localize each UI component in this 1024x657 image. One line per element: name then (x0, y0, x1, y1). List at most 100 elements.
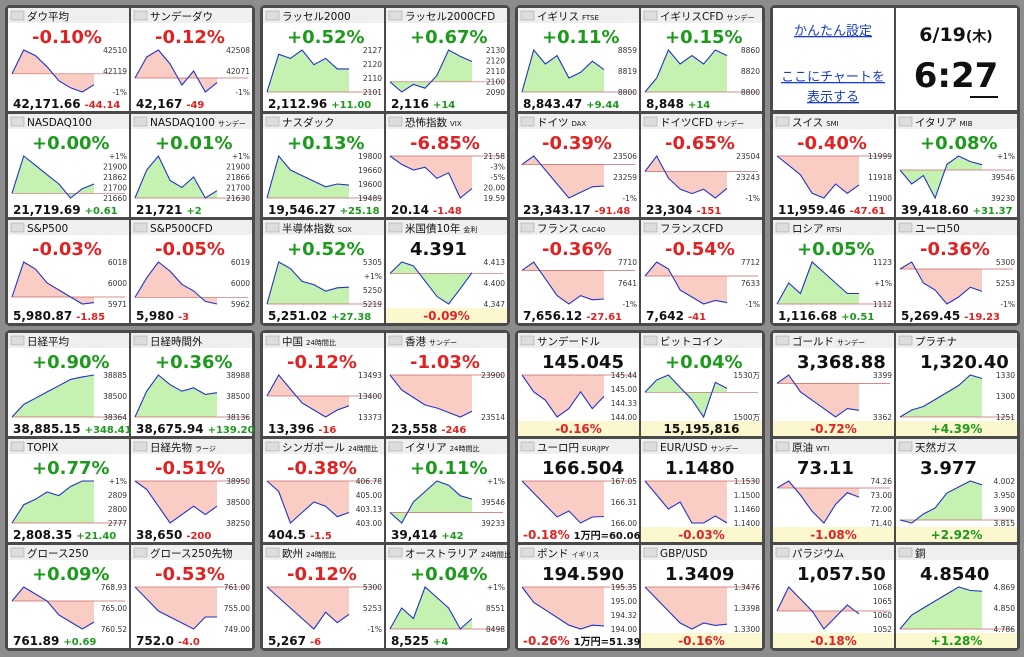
axis-label: 39546 (481, 498, 505, 507)
tile[interactable]: ロシア RTSI +0.05%1123 +1% 1112 1,116.68 +0.51 (773, 220, 894, 323)
tile[interactable]: イギリスCFD サンデー +0.15%8860 8820 8800 8,848 +14 (641, 8, 762, 111)
tile-header (773, 114, 894, 129)
tile[interactable]: 日経先物 ラージ -0.51%38950 38500 38250 38,650 -200 (131, 439, 252, 542)
axis-label: 1.1400 (734, 519, 760, 528)
tile[interactable]: グロース250先物 -0.53%761.00 755.00 749.00 752.0 -4… (131, 545, 252, 648)
tile[interactable]: フランスCFD -0.54% 7712 7633 -1% 7,642 -41 (641, 220, 762, 323)
tile[interactable]: イギリス FTSE +0.11%8859 8819 8800 8,843.47 +9.44 (518, 8, 639, 111)
tile-name-sub: サンデー (429, 338, 457, 347)
tile-footer (518, 202, 639, 217)
tile[interactable]: 銅 4.8540 4.869 4.850 4.786 +1.28% (896, 545, 1017, 648)
tile-headline: +0.67% (410, 27, 488, 48)
tile[interactable]: 米国債10年 金利 4.391 4.413 4.400 4.347 -0.09% (386, 220, 507, 323)
tile[interactable]: 中国 24時間比 -0.12%13493 13400 13373 13,396 -16 (263, 333, 384, 436)
sparkline (776, 261, 859, 305)
tile[interactable]: NASDAQ100+0.00%+1%2190021862217002166021… (8, 114, 129, 217)
tile-footer-value: 19,546.27 (268, 203, 336, 217)
tile[interactable]: 日経時間外 +0.36%38988 38500 38136 38,675.94 +139.… (131, 333, 255, 436)
tile-footer (641, 421, 762, 436)
tile[interactable]: シンガポール 24時間比 -0.38%406.78 405.00 403.13 403.0… (263, 439, 384, 542)
tile-header (8, 545, 129, 560)
tile-headline: -0.05% (155, 239, 225, 260)
chart-link[interactable]: 表示する (807, 90, 859, 105)
axis-label: 749.00 (224, 625, 250, 634)
flag (265, 441, 280, 452)
tile-name: グロース250先物 (150, 547, 233, 560)
tile[interactable]: TOPIX +0.77%+1% 2809 2800 2777 2,808.35 +21.40 (8, 439, 129, 542)
tile-headline: +0.11% (410, 458, 488, 479)
settings-link[interactable]: かんたん設定 (794, 24, 872, 39)
tile[interactable]: ドイツCFD サンデー -0.65%23504 23243 -1% 23,304 -151 (641, 114, 762, 217)
axis-label: 195.00 (611, 597, 637, 606)
tile[interactable]: ナスダック+0.13%1980019660196001948919,546.27… (263, 114, 384, 217)
tile[interactable]: S&P500CFD -0.05% 6019 6000 5962 5,980 -3 (131, 220, 252, 323)
axis-label: 42119 (103, 67, 127, 76)
tile-name-main: S&P500 (27, 223, 68, 235)
tile-headline: +0.11% (542, 27, 620, 48)
tile-name: ドイツ DAX (537, 117, 587, 129)
tile[interactable]: オーストラリア 24時間比 +0.04%+1% 8551 8498 8,525 +4 (386, 545, 511, 648)
tile[interactable]: S&P500 -0.03% 6018 6000 5971 5,980.87 -1.85 (8, 220, 129, 323)
axis-label: 23259 (613, 173, 637, 182)
tile[interactable]: スイス SMI -0.40%11999 11918 11900 11,959.46 -47.… (773, 114, 894, 217)
tile-name-main: 恐怖指数 (405, 116, 447, 129)
tile-name-main: 米国債10年 (405, 222, 460, 235)
tile[interactable]: 天然ガス 3.977 4.002 3.950 3.900 3.815 +2.92% (896, 439, 1017, 542)
tile-header (386, 220, 507, 235)
tile[interactable]: 原油 WTI 73.11 74.26 73.00 72.00 71.40 -1.08% (773, 439, 894, 542)
tile-headline: 4.8540 (920, 564, 989, 585)
tile-name-main: イタリア (915, 117, 957, 129)
tile-headline: 1,057.50 (797, 564, 886, 585)
axis-label: 1060 (873, 611, 892, 620)
tile[interactable]: 半導体指数 SOX +0.52%5305 +1% 5250 5219 5,251.02 +27… (263, 220, 384, 323)
axis-label: 11999 (868, 152, 892, 161)
tile-footer (641, 633, 762, 648)
tile-name-sub: サンデー (716, 119, 744, 128)
tile[interactable]: ラッセル2000 +0.52%2127 2120 2110 2101 2,112.96 +1… (263, 8, 384, 111)
tile-footer-value: 23,558 (391, 422, 437, 436)
sparkline (134, 586, 217, 630)
axis-label: 3.950 (994, 491, 1016, 500)
tile[interactable]: サンデーダウ -0.12%42508 42071 -1% 42,167 -49 (131, 8, 252, 111)
tile-name-main: ラッセル2000 (282, 11, 351, 23)
tile-name: プラチナ (915, 336, 957, 348)
tile-footer-value: -41 (688, 312, 706, 323)
tile-name-sub: MIB (960, 120, 973, 128)
tile[interactable]: ダウ平均 -0.10%42510 42119 -1% 42,171.66 -44.14 (8, 8, 129, 111)
sparkline (776, 586, 860, 630)
tile[interactable]: 香港 サンデー -1.03%23900 23514 23,558 -246 (386, 333, 507, 436)
tile[interactable]: 日経平均 +0.90%38885 38500 38364 38,885.15 +348.4… (8, 333, 132, 436)
spark-area (12, 481, 94, 523)
tile[interactable]: イタリア MIB +0.08%+1% 39546 39230 39,418.60 +31.3… (896, 114, 1017, 217)
chart-link[interactable]: ここにチャートを (781, 70, 885, 85)
tile-headline: +0.90% (32, 352, 110, 373)
tile[interactable]: グロース250 +0.09%768.93 765.00 760.52 761.89 +0.… (8, 545, 129, 648)
tile-footer-value: -200 (186, 531, 211, 542)
axis-label: 2800 (108, 505, 127, 514)
tile[interactable]: ユーロ円 EUR/JPY166.504167.05166.31166.00-0.1… (518, 439, 641, 542)
tile[interactable]: イタリア 24時間比 +0.11%+1% 39546 39233 39,414 +42 (386, 439, 507, 542)
tile[interactable]: ポンド イギリス194.590195.35195.00194.32194.00-0… (518, 545, 641, 648)
tile-footer (641, 308, 762, 323)
tile-name: オーストラリア 24時間比 (405, 548, 511, 560)
tile-footer-value: 21,719.69 (13, 203, 81, 217)
tile[interactable]: ドイツ DAX -0.39%23506 23259 -1% 23,343.17 -91.48 (518, 114, 639, 217)
tile-name-sub: SOX (338, 226, 353, 234)
spark-area (267, 50, 349, 92)
tile[interactable]: フランス CAC40 -0.36% 7710 7641 -1% 7,656.12 -27.61 (518, 220, 639, 323)
tile[interactable]: 欧州 24時間比 -0.12% 5300 5253 -1% 5,267 -6 (263, 545, 384, 648)
tile-footer: 5,267 -6 (268, 634, 321, 648)
tile-name-main: 欧州 (282, 547, 303, 560)
tile[interactable]: ユーロ50 -0.36% 5300 5253 -1% 5,269.45 -19.23 (896, 220, 1017, 323)
tile-name-sub: サンデー (726, 13, 754, 22)
